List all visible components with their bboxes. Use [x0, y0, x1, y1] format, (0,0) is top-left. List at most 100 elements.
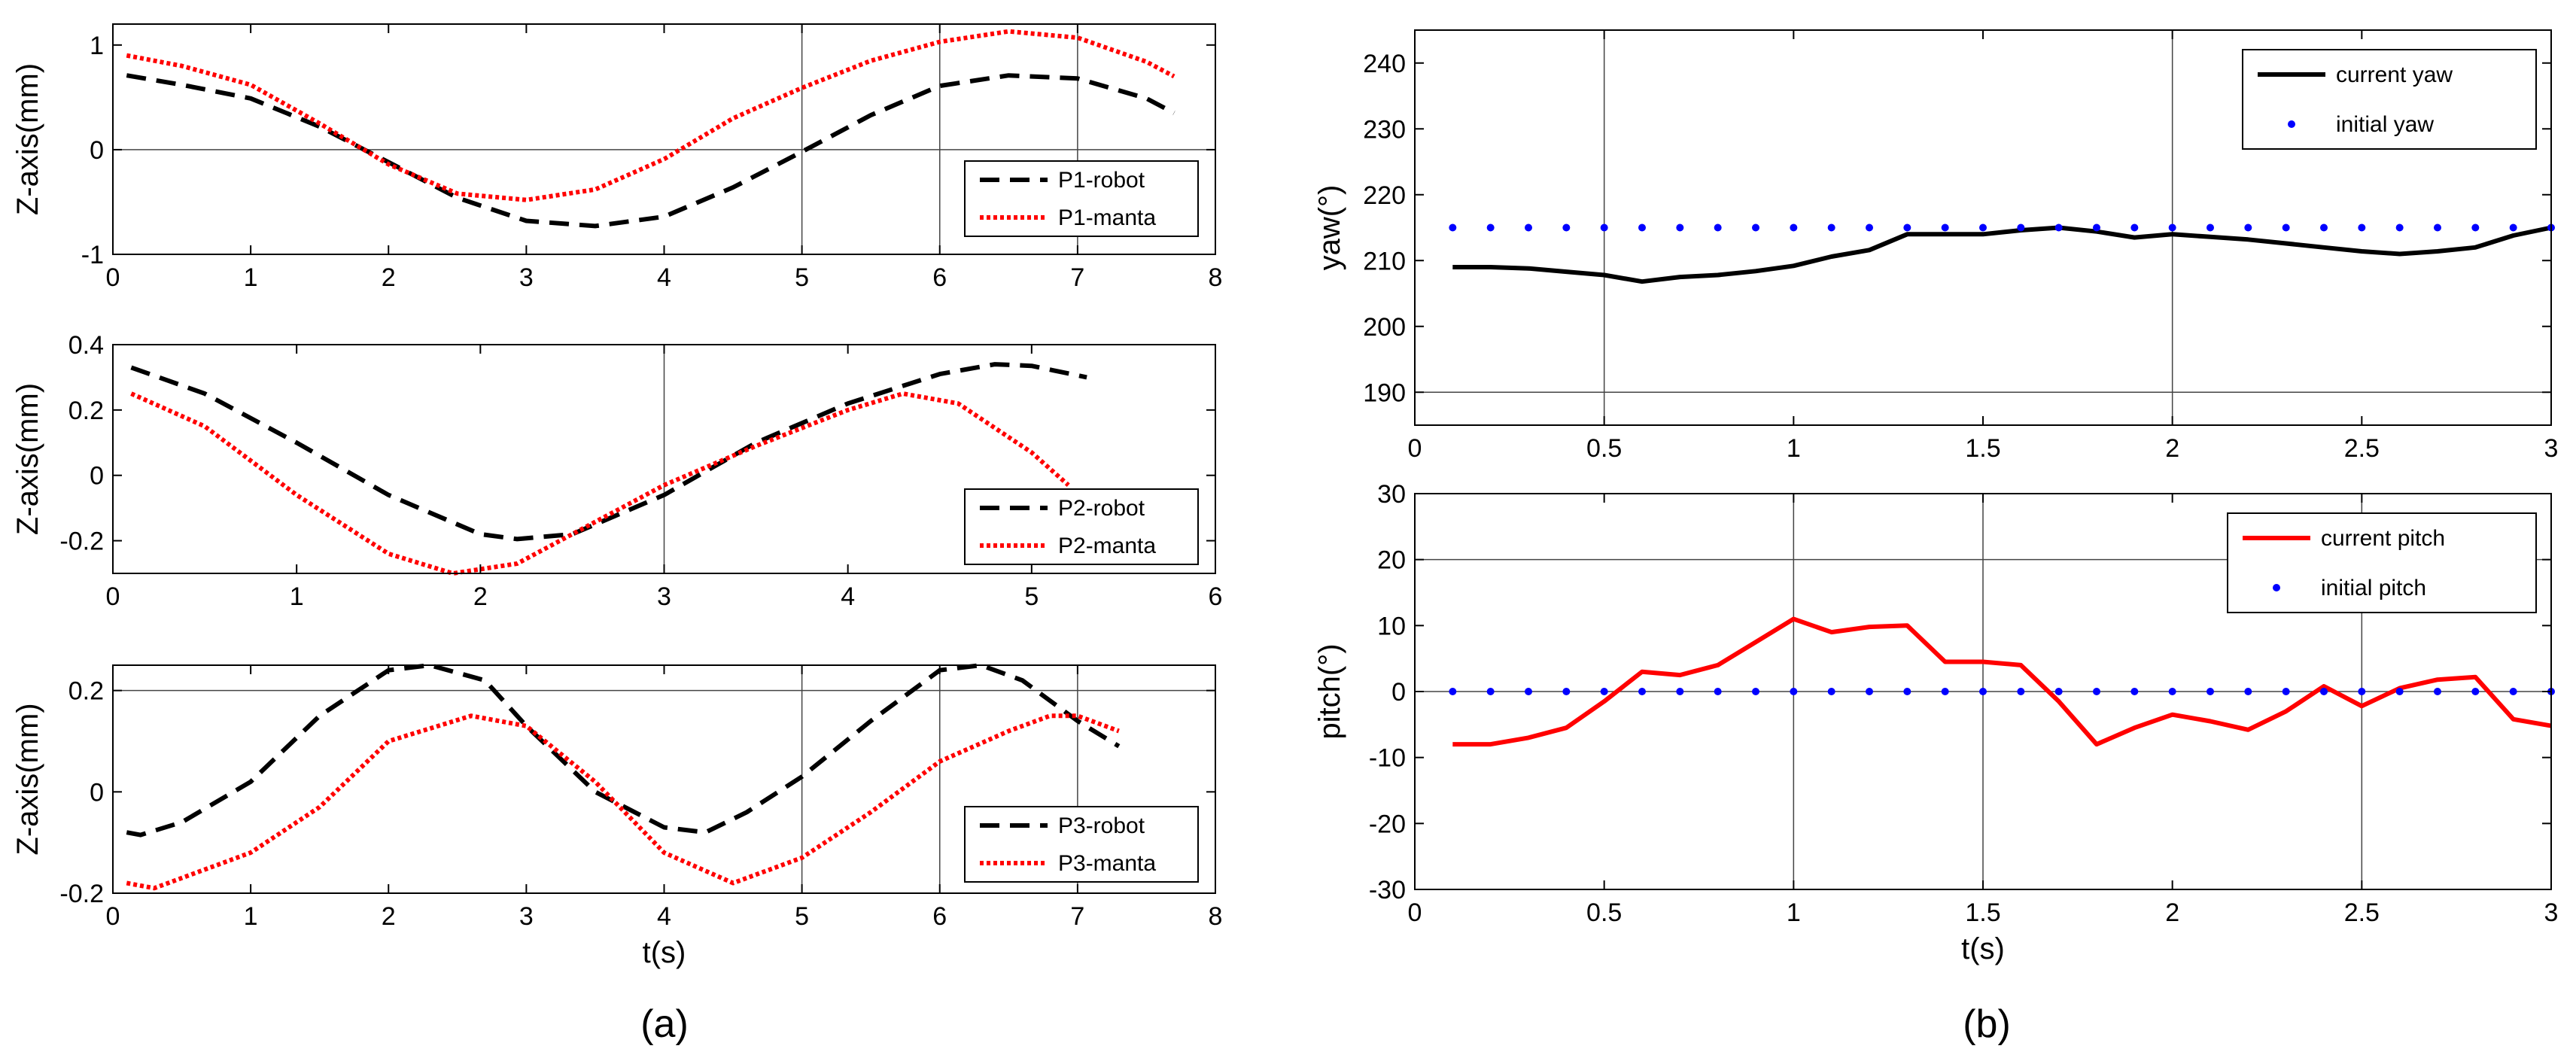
ytick-label-yaw-1: 200: [1363, 313, 1406, 342]
xtick-label-p2-0: 0: [106, 582, 120, 611]
xtick-label-p2-1: 1: [290, 582, 304, 611]
point-yaw-s1-9: [1790, 223, 1798, 232]
xtick-label-pitch-3: 1.5: [1965, 898, 2000, 927]
xtick-label-p1-3: 3: [519, 263, 534, 292]
legend-p1: P1-robot P1-manta: [964, 160, 1199, 237]
point-yaw-s1-8: [1752, 223, 1759, 232]
point-pitch-s1-25: [2395, 688, 2404, 695]
xtick-label-p3-5: 5: [795, 902, 809, 931]
point-pitch-s1-6: [1676, 688, 1684, 695]
ytick-label-pitch-1: -20: [1369, 810, 1406, 838]
point-yaw-s1-27: [2471, 223, 2480, 232]
point-pitch-s1-21: [2244, 688, 2252, 695]
point-pitch-s1-4: [1600, 688, 1608, 695]
point-yaw-s1-15: [2017, 223, 2025, 232]
point-yaw-s1-20: [2206, 223, 2214, 232]
ytick-label-yaw-0: 190: [1363, 378, 1406, 407]
ytick-label-yaw-2: 210: [1363, 247, 1406, 275]
legend-p3: P3-robot P3-manta: [964, 806, 1199, 883]
legend-box-yaw: [2242, 49, 2537, 150]
legend-label-pitch-0: current pitch: [2321, 526, 2445, 551]
series-line-p3-0: [126, 663, 1121, 838]
point-pitch-s1-24: [2358, 688, 2366, 695]
xtick-label-p3-4: 4: [657, 902, 671, 931]
xtick-label-p1-5: 5: [795, 263, 809, 292]
series-line-p3-1: [126, 713, 1120, 891]
point-pitch-s1-26: [2434, 688, 2441, 695]
xtick-label-yaw-5: 2.5: [2344, 434, 2380, 463]
xtick-label-p2-4: 4: [841, 582, 855, 611]
ylabel-pitch: pitch(°): [1313, 643, 1346, 739]
caption-p3: (a): [640, 1002, 689, 1046]
xtick-label-pitch-5: 2.5: [2344, 898, 2380, 927]
series-line-p1-1: [126, 29, 1175, 202]
xtick-label-p2-6: 6: [1209, 582, 1223, 611]
ytick-label-p1-0: -1: [81, 241, 104, 269]
legend-label-p1-0: P1-robot: [1058, 168, 1145, 193]
xtick-label-p3-7: 7: [1070, 902, 1084, 931]
series-line-p1-0: [126, 73, 1175, 229]
xtick-label-p2-5: 5: [1024, 582, 1039, 611]
ytick-label-yaw-4: 230: [1363, 115, 1406, 144]
point-yaw-s1-22: [2282, 223, 2290, 232]
point-yaw-s1-10: [1827, 223, 1835, 232]
point-yaw-s1-26: [2434, 223, 2441, 232]
point-pitch-s1-17: [2093, 688, 2100, 695]
legend-box-p3: [964, 806, 1199, 883]
point-yaw-s1-19: [2168, 223, 2176, 232]
series-line-p2-0: [130, 362, 1087, 542]
xtick-label-yaw-4: 2: [2165, 434, 2179, 463]
ytick-label-p2-0: -0.2: [59, 527, 104, 556]
point-pitch-s1-13: [1941, 688, 1949, 695]
point-yaw-s1-7: [1714, 223, 1722, 232]
xtick-label-pitch-1: 0.5: [1586, 898, 1622, 927]
ytick-label-p1-2: 1: [90, 32, 104, 60]
point-yaw-s1-13: [1941, 223, 1949, 232]
xtick-label-p1-1: 1: [244, 263, 258, 292]
point-pitch-s1-23: [2320, 688, 2328, 695]
ytick-label-yaw-3: 220: [1363, 181, 1406, 210]
xtick-label-p1-8: 8: [1209, 263, 1223, 292]
legend-yaw: current yaw initial yaw: [2242, 49, 2537, 150]
point-pitch-s1-9: [1790, 688, 1798, 695]
xtick-label-p3-6: 6: [932, 902, 947, 931]
legend-box-pitch: [2227, 512, 2537, 613]
point-yaw-s1-28: [2509, 223, 2517, 232]
xtick-label-p3-1: 1: [244, 902, 258, 931]
series-line-p2-1: [130, 391, 1070, 576]
ytick-label-pitch-2: -10: [1369, 744, 1406, 773]
xtick-label-pitch-2: 1: [1787, 898, 1801, 927]
legend-box-p1: [964, 160, 1199, 237]
ylabel-p3: Z-axis(mm): [11, 703, 44, 855]
legend-p2: P2-robot P2-manta: [964, 488, 1199, 565]
point-yaw-s1-17: [2093, 223, 2100, 232]
point-yaw-s1-4: [1600, 223, 1608, 232]
xtick-label-yaw-0: 0: [1408, 434, 1422, 463]
point-pitch-s1-12: [1903, 688, 1911, 695]
ytick-label-pitch-4: 10: [1377, 612, 1406, 640]
point-pitch-s1-11: [1866, 688, 1873, 695]
point-pitch-s1-5: [1638, 688, 1646, 695]
ylabel-yaw: yaw(°): [1313, 185, 1346, 271]
caption-pitch: (b): [1963, 1002, 2011, 1046]
panel-yaw: 0 0.5 1 1.5 2 2.5 3 190 200 210 220 230 240 yaw(°) cur…: [1313, 29, 2559, 463]
ytick-label-p3-2: 0.2: [68, 677, 104, 706]
point-yaw-s1-21: [2244, 223, 2252, 232]
xtick-label-p1-0: 0: [106, 263, 120, 292]
xtick-label-p2-3: 3: [657, 582, 671, 611]
legend-label-p3-1: P3-manta: [1058, 851, 1156, 876]
point-yaw-s1-16: [2054, 223, 2063, 232]
point-yaw-s1-3: [1562, 223, 1571, 232]
ylabel-p2: Z-axis(mm): [11, 383, 44, 535]
point-yaw-s1-14: [1979, 223, 1987, 232]
legend-marker-pitch-1: [2273, 584, 2280, 591]
xtick-label-p3-0: 0: [106, 902, 120, 931]
point-pitch-s1-28: [2509, 688, 2517, 695]
point-pitch-s1-19: [2168, 688, 2176, 695]
series-line-yaw-0: [1452, 225, 2552, 284]
panel-p3: 0 1 2 3 4 5 6 7 8-0.200.2Z-axis(mm)t(s)P3-robotP…: [11, 663, 1222, 1046]
xtick-label-yaw-6: 3: [2544, 434, 2559, 463]
legend-label-p1-1: P1-manta: [1058, 205, 1156, 230]
